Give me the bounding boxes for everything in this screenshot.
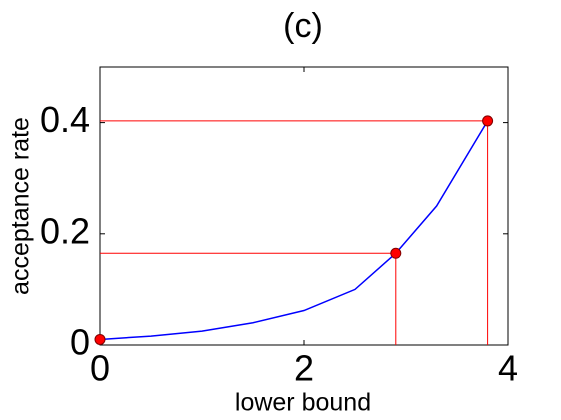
marker — [390, 247, 402, 259]
marker — [94, 333, 106, 345]
y-tick-label: 0.2 — [40, 210, 90, 251]
y-tick-label: 0.4 — [40, 99, 90, 140]
line — [99, 120, 489, 341]
marker — [482, 115, 494, 127]
x-tick-label: 4 — [498, 348, 518, 389]
x-axis-label: lower bound — [235, 389, 371, 417]
x-tick-label: 2 — [294, 348, 314, 389]
y-axis-label: acceptance rate — [7, 117, 35, 295]
y-tick-label: 0 — [70, 322, 90, 363]
x-tick-label: 0 — [90, 348, 110, 389]
chart-title: (c) — [283, 7, 323, 45]
